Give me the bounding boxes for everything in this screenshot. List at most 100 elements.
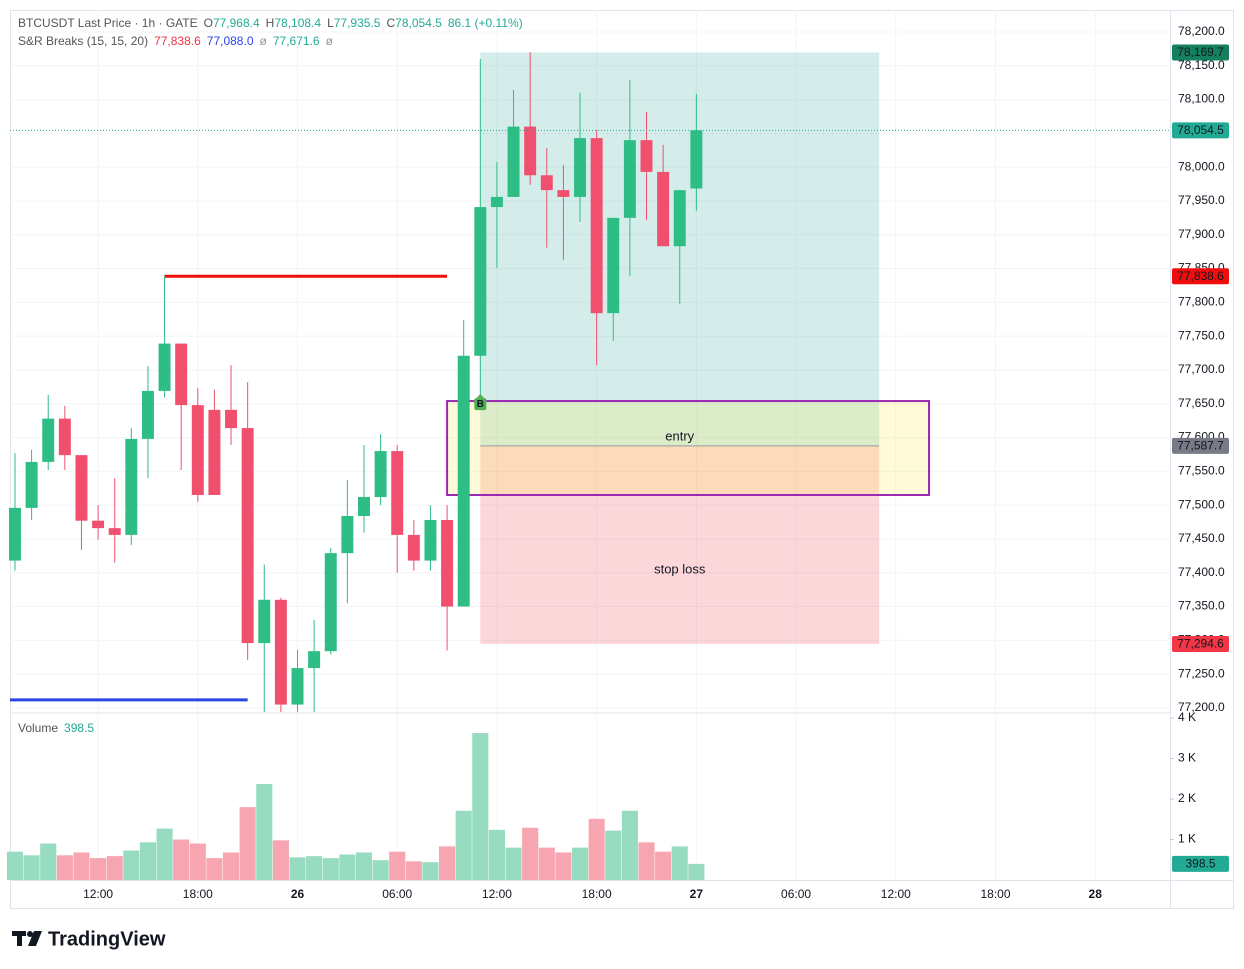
- volume-bar: [123, 850, 140, 880]
- volume-bar: [655, 851, 672, 880]
- candle-body: [108, 528, 121, 535]
- y-tick-label: 78,200.0: [1178, 24, 1225, 38]
- candle-body: [125, 438, 138, 535]
- candle-body: [490, 196, 503, 208]
- candle-body: [58, 418, 71, 456]
- volume-bar: [73, 852, 90, 880]
- candle-body: [590, 138, 603, 314]
- volume-bar: [239, 807, 256, 880]
- y-tick-label: 77,900.0: [1178, 227, 1225, 241]
- volume-bar: [588, 818, 605, 880]
- volume-bar: [40, 843, 57, 880]
- x-tick-label: 26: [291, 887, 305, 901]
- candle-body: [291, 668, 304, 705]
- volume-bar: [522, 827, 539, 880]
- volume-bar: [505, 847, 522, 880]
- candle-body: [141, 390, 154, 439]
- price-tag: [1172, 855, 1229, 872]
- price-tag: [1172, 437, 1229, 454]
- x-tick-label: 18:00: [183, 887, 213, 901]
- volume-bar: [472, 733, 489, 880]
- volume-title: Volume: [18, 721, 58, 735]
- legend-value: 77,935.5: [334, 16, 381, 30]
- price-tag-label: 77,294.6: [1177, 637, 1224, 651]
- legend-value: 78,108.4: [274, 16, 321, 30]
- candle-body: [358, 497, 370, 516]
- y-tick-label: 3 K: [1178, 751, 1196, 765]
- volume-bar: [389, 851, 406, 880]
- y-tick-label: 77,650.0: [1178, 396, 1225, 410]
- candle-body: [657, 171, 670, 247]
- y-tick-label: 78,000.0: [1178, 159, 1225, 173]
- stop-zone: [480, 445, 880, 644]
- legend-value: 78,054.5: [395, 16, 442, 30]
- candle-body: [191, 405, 204, 496]
- price-tag-label: 78,054.5: [1177, 123, 1224, 137]
- volume-bar: [422, 862, 439, 880]
- volume-bar: [455, 810, 472, 880]
- volume-bar: [256, 784, 273, 880]
- candle-body: [75, 455, 88, 521]
- candle-body: [457, 355, 470, 607]
- box: [446, 400, 931, 497]
- price-tag: [1172, 122, 1229, 139]
- x-tick-label: 18:00: [582, 887, 612, 901]
- plot: entry stop loss B: [6, 52, 1170, 880]
- candle-body: [341, 515, 354, 554]
- y-tick-label: 77,350.0: [1178, 599, 1225, 613]
- candle-body: [225, 409, 238, 429]
- volume-bar: [139, 842, 156, 880]
- candle-body: [175, 343, 188, 406]
- logo-icon: [17, 931, 22, 946]
- candle-body: [274, 599, 287, 705]
- candle-body: [391, 451, 404, 535]
- volume-bar: [56, 855, 73, 880]
- price-tag: [1172, 268, 1229, 285]
- legend-change: 86.1 (+0.11%): [448, 16, 523, 30]
- volume-bar: [372, 860, 389, 880]
- volume-bar: [571, 847, 589, 880]
- volume-bar: [289, 857, 306, 880]
- legend-value: 77,968.4: [213, 16, 260, 30]
- candle-body: [507, 126, 520, 197]
- indicator-legend: S&R Breaks (15, 15, 20) 77,838.6 77,088.0 ø…: [18, 34, 334, 48]
- volume-bar: [206, 858, 223, 880]
- legend-label: H: [266, 16, 275, 30]
- volume-bar: [605, 830, 622, 880]
- candle-body: [374, 451, 387, 498]
- candle-body: [540, 175, 553, 191]
- price-tag-label: 78,169.7: [1177, 45, 1224, 59]
- candle-body: [524, 126, 537, 176]
- y-tick-label: 77,950.0: [1178, 193, 1225, 207]
- brand: TradingView: [48, 928, 166, 950]
- indicator-value: 77,088.0: [207, 34, 254, 48]
- signal-arrow: [476, 394, 485, 399]
- y-tick-label: 77,800.0: [1178, 295, 1225, 309]
- y-tick-label: 77,500.0: [1178, 497, 1225, 511]
- y-tick-label: 4 K: [1178, 710, 1196, 724]
- volume-last: 398.5: [64, 721, 94, 735]
- indicator-value: ø: [326, 34, 334, 48]
- volume-bar: [538, 847, 555, 880]
- x-tick-label: 12:00: [83, 887, 113, 901]
- indicator-name: S&R Breaks (15, 15, 20): [18, 34, 148, 48]
- volume-bar: [621, 810, 638, 880]
- price-tag: [1172, 44, 1229, 61]
- legend-label: O: [204, 16, 213, 30]
- volume-bar: [405, 861, 422, 880]
- y-tick-label: 77,750.0: [1178, 328, 1225, 342]
- y-tick-label: 78,150.0: [1178, 58, 1225, 72]
- volume-bar: [322, 858, 339, 880]
- logo-icon: [27, 931, 33, 937]
- candle-body: [441, 520, 454, 607]
- candle-body: [607, 217, 620, 314]
- indicator-value: 77,671.6: [273, 34, 320, 48]
- candle-body: [690, 130, 703, 189]
- x-tick-label: 12:00: [482, 887, 512, 901]
- candle-body: [324, 553, 337, 652]
- volume-bar: [156, 828, 173, 880]
- volume-bar: [90, 858, 107, 880]
- volume-bar: [306, 856, 323, 880]
- x-tick-label: 12:00: [881, 887, 911, 901]
- volume-bar: [272, 840, 289, 880]
